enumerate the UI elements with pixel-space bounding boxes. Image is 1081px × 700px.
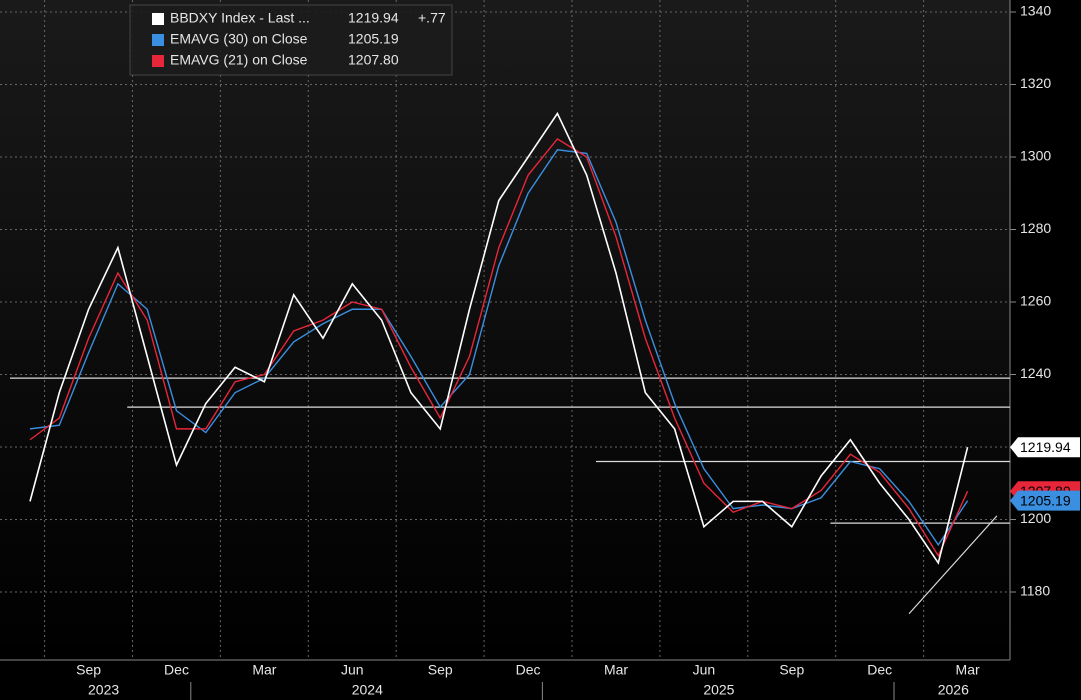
value-tag-label: 1219.94 bbox=[1020, 439, 1071, 455]
value-tag bbox=[1010, 437, 1080, 458]
x-tick-label: Dec bbox=[164, 662, 189, 678]
series-line bbox=[29, 149, 969, 547]
legend-change: +.77 bbox=[418, 10, 446, 26]
legend-label: EMAVG (30) on Close bbox=[170, 31, 308, 47]
x-tick-label: Jun bbox=[693, 662, 716, 678]
y-tick-label: 1280 bbox=[1020, 220, 1051, 236]
y-tick-label: 1260 bbox=[1020, 293, 1051, 309]
legend-label: BBDXY Index - Last ... bbox=[170, 10, 310, 26]
x-tick-label: Sep bbox=[779, 662, 804, 678]
legend-value: 1205.19 bbox=[348, 31, 399, 47]
legend-swatch bbox=[152, 34, 164, 46]
year-label: 2025 bbox=[703, 682, 734, 698]
legend-value: 1207.80 bbox=[348, 52, 399, 68]
x-tick-label: Mar bbox=[252, 662, 276, 678]
y-tick-label: 1240 bbox=[1020, 365, 1051, 381]
year-label: 2026 bbox=[938, 682, 969, 698]
y-tick-label: 1200 bbox=[1020, 510, 1051, 526]
legend-value: 1219.94 bbox=[348, 10, 399, 26]
value-tag bbox=[1010, 490, 1080, 511]
y-tick-label: 1320 bbox=[1020, 75, 1051, 91]
legend-label: EMAVG (21) on Close bbox=[170, 52, 308, 68]
y-tick-label: 1180 bbox=[1020, 583, 1050, 599]
x-tick-label: Dec bbox=[516, 662, 541, 678]
x-tick-label: Jun bbox=[341, 662, 364, 678]
value-tag-label: 1205.19 bbox=[1020, 492, 1071, 508]
y-tick-label: 1300 bbox=[1020, 148, 1051, 164]
series-line bbox=[29, 111, 969, 565]
trend-line bbox=[908, 515, 998, 615]
x-tick-label: Sep bbox=[76, 662, 101, 678]
x-tick-label: Sep bbox=[428, 662, 453, 678]
x-tick-label: Mar bbox=[604, 662, 628, 678]
x-tick-label: Dec bbox=[867, 662, 892, 678]
series-line bbox=[29, 137, 969, 558]
legend bbox=[129, 4, 453, 76]
x-tick-label: Mar bbox=[956, 662, 980, 678]
plot-background bbox=[0, 0, 1010, 660]
legend-swatch bbox=[152, 13, 164, 25]
year-label: 2023 bbox=[88, 682, 119, 698]
year-label: 2024 bbox=[352, 682, 383, 698]
legend-swatch bbox=[152, 55, 164, 67]
y-tick-label: 1340 bbox=[1020, 3, 1051, 19]
